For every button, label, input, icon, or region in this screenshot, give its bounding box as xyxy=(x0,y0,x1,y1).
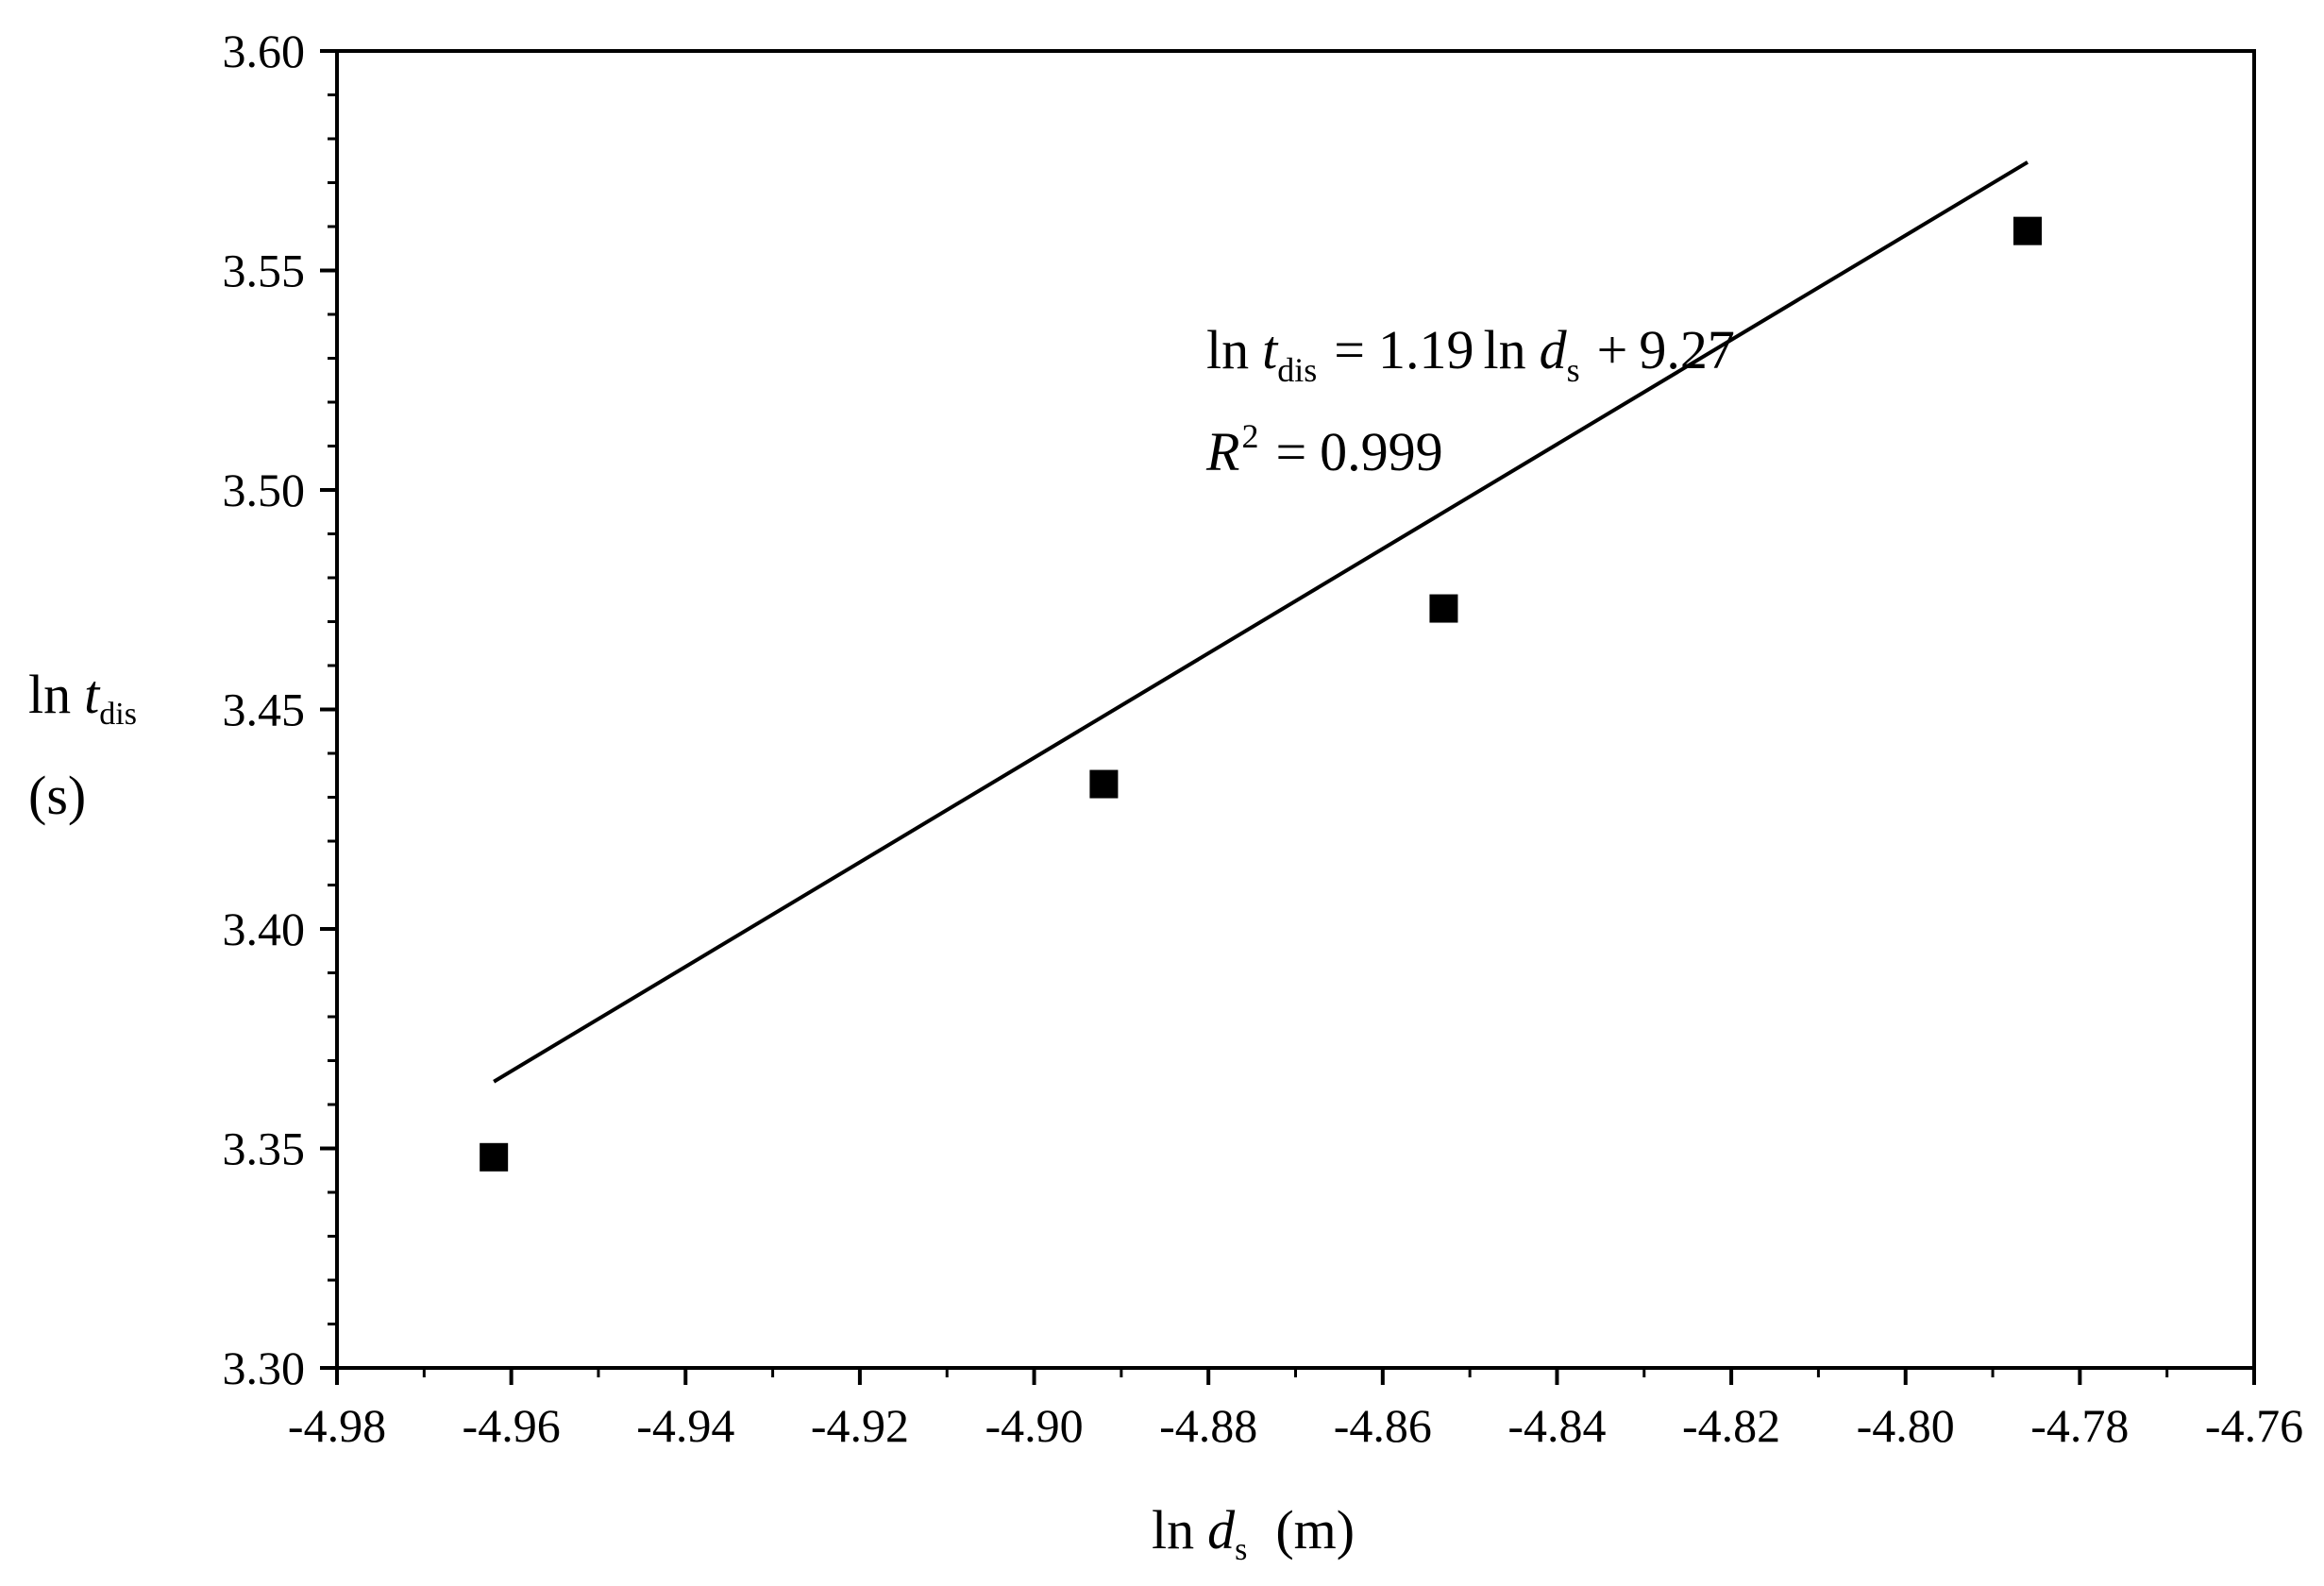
eq-constant: 9.27 xyxy=(1639,319,1735,380)
x-title-sub: s xyxy=(1235,1532,1247,1567)
y-title-var: t xyxy=(84,664,101,725)
plot-area-frame xyxy=(335,49,2256,1370)
eq-lhs-var: t xyxy=(1262,319,1279,380)
y-title-sub: dis xyxy=(99,697,137,732)
r-squared-annotation: R2 = 0.999 xyxy=(1205,417,1443,482)
x-tick-label: -4.84 xyxy=(1507,1399,1606,1452)
eq-coefficient: 1.19 xyxy=(1378,319,1474,380)
y-tick-label: 3.45 xyxy=(223,683,306,736)
x-tick-label: -4.82 xyxy=(1682,1399,1780,1452)
x-tick-label: -4.86 xyxy=(1334,1399,1432,1452)
x-tick-label: -4.96 xyxy=(463,1399,561,1452)
y-tick-label: 3.30 xyxy=(223,1341,306,1394)
x-tick-label: -4.88 xyxy=(1159,1399,1257,1452)
eq-lhs-sub: dis xyxy=(1277,351,1317,389)
r2-value: 0.999 xyxy=(1320,421,1443,482)
y-title-ln: ln xyxy=(28,664,71,725)
x-title-ln: ln xyxy=(1152,1499,1194,1561)
data-point xyxy=(2012,216,2042,245)
data-point xyxy=(1429,594,1458,623)
eq-lhs-ln: ln xyxy=(1206,319,1249,380)
eq-ln: ln xyxy=(1483,319,1525,380)
tick-labels: -4.98 -4.96 -4.94 -4.92 -4.90 -4.88 -4.86 -4.84… xyxy=(223,25,2304,1452)
x-tick-label: -4.94 xyxy=(636,1399,734,1452)
y-axis-unit: (s) xyxy=(28,765,86,826)
y-tick-label: 3.55 xyxy=(223,245,306,297)
equation-annotation: ln tdis = 1.19 ln ds +9.27 xyxy=(1206,319,1735,389)
data-point xyxy=(1089,769,1119,799)
eq-plus: + xyxy=(1597,319,1628,380)
r2-equals: = xyxy=(1275,421,1306,482)
y-axis-title: ln tdis xyxy=(28,664,137,732)
x-axis-title: ln ds (m) xyxy=(1152,1499,1355,1567)
x-tick-label: -4.76 xyxy=(2205,1399,2303,1452)
data-points xyxy=(480,216,2042,1172)
y-tick-label: 3.40 xyxy=(223,903,306,955)
eq-equals: = xyxy=(1334,319,1365,380)
r2-var: R xyxy=(1205,421,1239,482)
x-tick-label: -4.90 xyxy=(985,1399,1083,1452)
y-tick-label: 3.35 xyxy=(223,1122,306,1175)
eq-sub: s xyxy=(1567,351,1580,389)
r2-sup: 2 xyxy=(1241,417,1258,455)
x-title-var: d xyxy=(1207,1499,1236,1561)
x-tick-label: -4.78 xyxy=(2030,1399,2129,1452)
x-tick-label: -4.98 xyxy=(288,1399,386,1452)
y-tick-label: 3.50 xyxy=(223,464,306,516)
eq-var: d xyxy=(1540,319,1568,380)
x-title-unit: (m) xyxy=(1275,1499,1355,1561)
data-point xyxy=(480,1142,509,1172)
y-tick-label: 3.60 xyxy=(223,25,306,77)
fit-line xyxy=(493,160,2029,1084)
x-tick-label: -4.80 xyxy=(1857,1399,1955,1452)
x-tick-label: -4.92 xyxy=(811,1399,909,1452)
